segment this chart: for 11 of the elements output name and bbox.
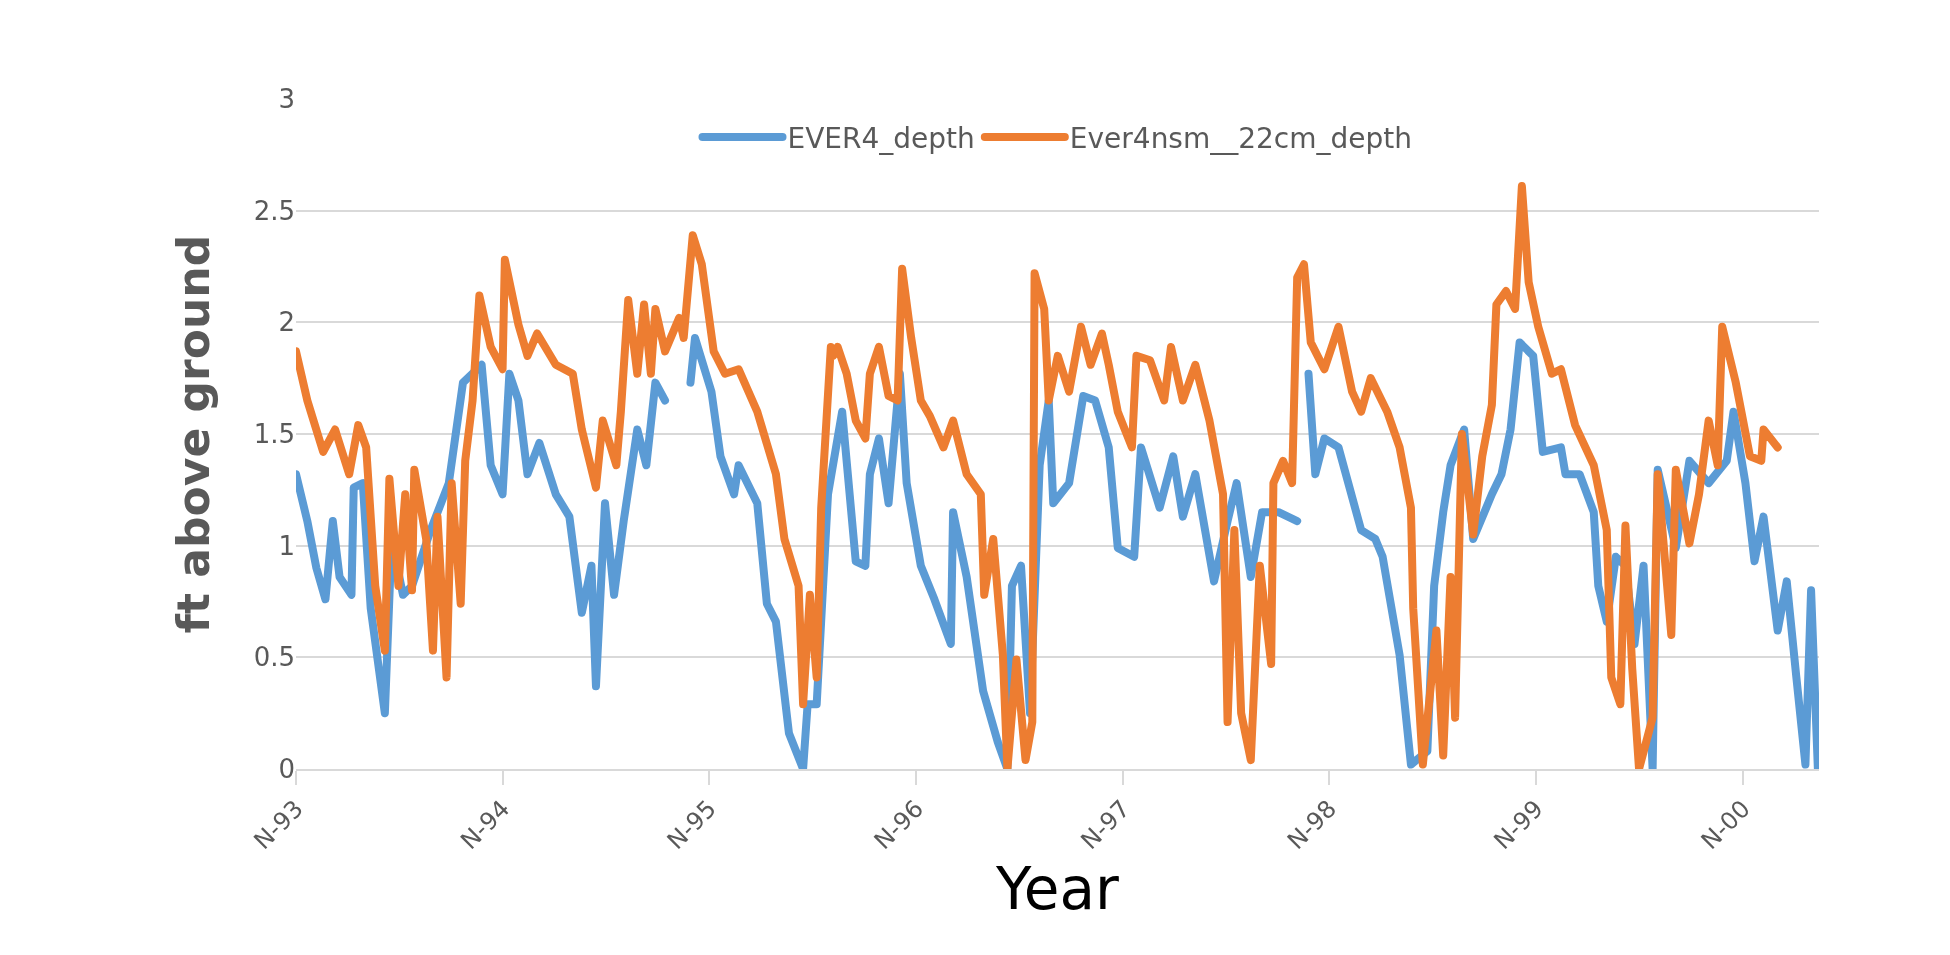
legend-label: Ever4nsm__22cm_depth [1069, 122, 1413, 156]
y-tick-label: 1 [278, 530, 295, 561]
y-tick-label: 0.5 [253, 642, 295, 673]
y-axis-title: ft above ground [167, 234, 219, 634]
x-axis-title: Year [995, 854, 1120, 923]
y-tick-label: 0 [278, 754, 295, 785]
y-tick-label: 1.5 [253, 419, 295, 450]
y-tick-label: 2 [278, 307, 295, 338]
legend-label: EVER4_depth [787, 122, 975, 156]
y-tick-label: 2.5 [253, 195, 295, 226]
y-tick-label: 3 [278, 84, 295, 115]
